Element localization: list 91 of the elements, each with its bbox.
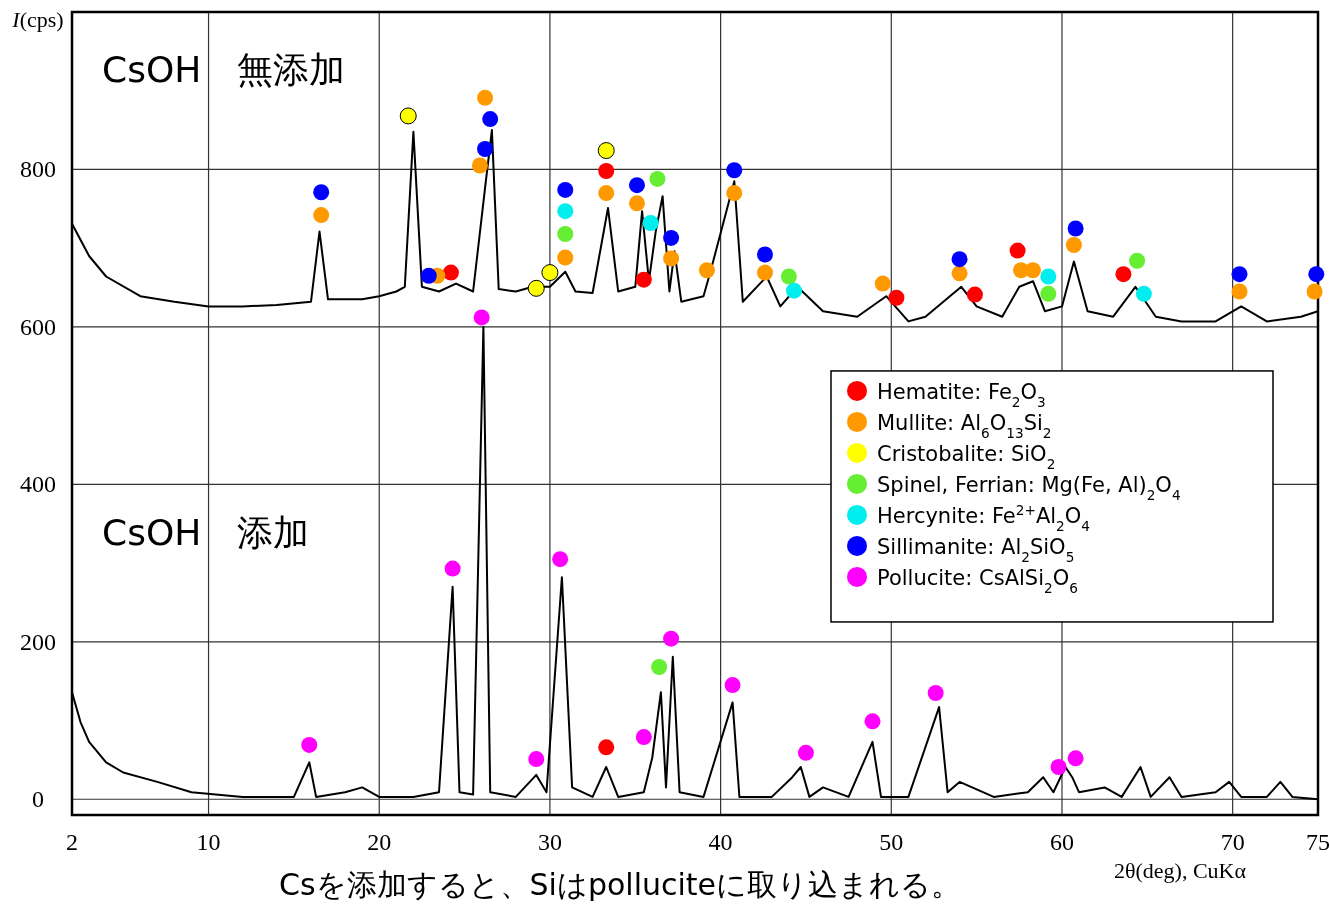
text: Csを添加すると、Siはpolluciteに取り込まれる。 <box>278 867 962 902</box>
y-tick-label: 0 <box>32 786 44 813</box>
x-tick-label: 20 <box>367 829 392 855</box>
point <box>1009 242 1026 259</box>
point <box>635 729 652 746</box>
point <box>444 560 461 577</box>
legend-label: Hercynite: Fe$^{2+}$Al$_{2}$O$_{4}$ <box>877 501 1090 534</box>
point <box>628 177 645 194</box>
point <box>780 268 797 285</box>
point <box>1065 237 1082 254</box>
point <box>557 249 574 266</box>
y-axis-title: I(cps) <box>11 7 64 32</box>
point <box>557 226 574 243</box>
x-axis-title: 2θ(deg), CuKα <box>1113 858 1247 883</box>
legend-label: Hematite: Fe$_{2}$O$_{3}$ <box>877 379 1046 410</box>
x-tick-label: 2 <box>66 829 78 855</box>
point <box>1067 220 1084 237</box>
point <box>598 163 615 180</box>
point <box>477 89 494 106</box>
y-tick-label: 200 <box>20 628 56 655</box>
point <box>698 262 715 279</box>
point <box>726 162 743 179</box>
point <box>471 157 488 174</box>
point <box>1067 750 1084 767</box>
point <box>1024 262 1041 279</box>
x-tick-label: 30 <box>537 829 562 855</box>
legend-label: Sillimanite: Al$_{2}$SiO$_{5}$ <box>877 534 1075 565</box>
point <box>473 309 490 326</box>
point <box>786 282 802 299</box>
x-tick-label: 60 <box>1049 829 1074 855</box>
point <box>477 140 494 157</box>
point <box>552 551 569 568</box>
point <box>528 751 545 768</box>
point <box>1050 758 1067 775</box>
point <box>482 111 499 128</box>
point <box>301 736 318 753</box>
y-tick-label: 400 <box>20 471 56 498</box>
point <box>649 170 666 187</box>
point <box>1135 285 1152 302</box>
point <box>756 246 773 263</box>
x-tick-label: 50 <box>879 829 904 855</box>
point <box>797 744 814 761</box>
point <box>1308 266 1325 283</box>
point <box>756 264 773 281</box>
point <box>313 207 330 224</box>
point <box>642 214 659 231</box>
point <box>597 142 615 160</box>
point <box>527 279 545 297</box>
point <box>1115 266 1132 283</box>
point <box>663 229 680 246</box>
point <box>1040 285 1057 302</box>
point <box>888 289 905 306</box>
point <box>628 195 645 212</box>
point <box>1231 283 1248 300</box>
point <box>1040 268 1057 285</box>
point <box>966 286 983 303</box>
y-tick-label: 800 <box>20 156 56 183</box>
point <box>557 203 574 220</box>
x-tick-label: 70 <box>1220 829 1245 855</box>
point <box>951 265 968 282</box>
point <box>927 684 944 701</box>
point <box>1129 252 1146 269</box>
x-tick-label: 10 <box>196 829 221 855</box>
point <box>864 713 881 730</box>
annotation: CsOH 無添加 <box>102 49 346 90</box>
point <box>663 250 680 267</box>
point <box>557 181 574 198</box>
point <box>874 275 891 292</box>
y-tick-label: 600 <box>20 313 56 340</box>
point <box>651 659 668 675</box>
legend-label: Cristobalite: SiO$_{2}$ <box>877 441 1056 472</box>
legend-label: Pollucite: CsAlSi$_{2}$O$_{6}$ <box>877 565 1078 596</box>
point <box>1231 266 1248 283</box>
x-tick-label: 40 <box>708 829 733 855</box>
annotation: CsOH 添加 <box>102 512 310 553</box>
point <box>635 271 652 288</box>
legend-label: Mullite: Al$_{6}$O$_{13}$Si$_{2}$ <box>877 410 1052 441</box>
point <box>726 185 743 202</box>
point <box>442 264 459 281</box>
point <box>724 677 741 694</box>
point <box>541 264 559 282</box>
point <box>951 251 968 268</box>
point <box>598 185 615 202</box>
x-tick-label: 75 <box>1306 829 1330 855</box>
point <box>1306 283 1323 300</box>
point <box>420 267 437 284</box>
legend-label: Spinel, Ferrian: Mg(Fe, Al)$_{2}$O$_{4}$ <box>877 472 1181 503</box>
point <box>663 630 680 647</box>
point <box>598 739 615 756</box>
point <box>399 107 417 125</box>
point <box>313 184 330 201</box>
